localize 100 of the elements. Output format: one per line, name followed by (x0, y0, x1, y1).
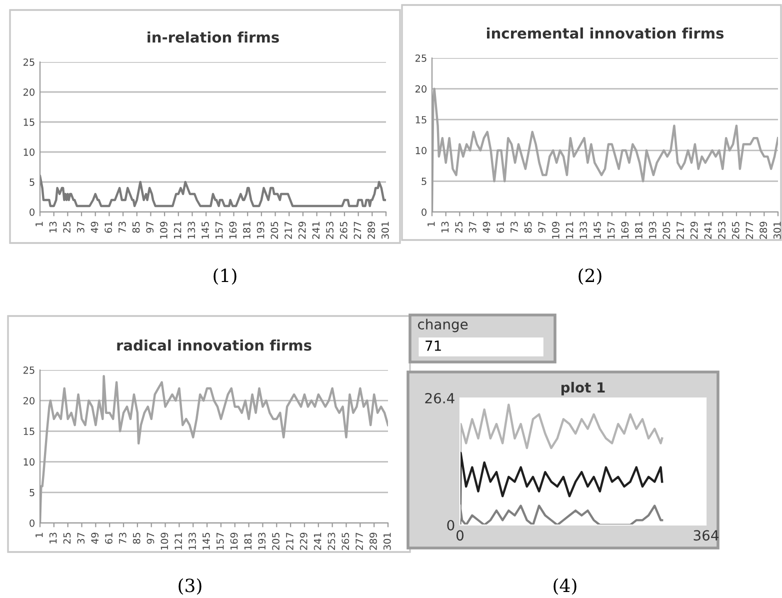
text: (1) (214, 268, 236, 285)
x-tick-label: 61 (105, 532, 112, 544)
y-tick-label: 20 (23, 88, 34, 96)
text: change (418, 318, 468, 332)
x-tick-label: 364 (694, 530, 718, 541)
x-tick-label: 241 (314, 532, 322, 550)
x-tick-label: 217 (676, 222, 684, 239)
x-tick-label: 97 (538, 222, 546, 233)
x-tick-label: 61 (496, 222, 504, 233)
x-tick-label: 253 (326, 222, 334, 239)
x-tick-label: 73 (510, 222, 518, 233)
x-tick-label: 121 (174, 532, 182, 550)
line-series (460, 504, 664, 525)
x-tick-label: 289 (368, 222, 375, 239)
y-tick-label: 15 (24, 428, 34, 436)
x-tick-label: 145 (202, 222, 209, 239)
y-tick-label: 5 (30, 489, 34, 496)
line-series (40, 174, 386, 208)
y-tick-label: 25 (23, 58, 34, 66)
x-tick-label: 1 (36, 222, 43, 226)
x-tick-label: 1 (428, 222, 435, 226)
x-tick-label: 217 (286, 532, 294, 550)
text: (3) (178, 578, 202, 595)
x-tick-label: 253 (718, 222, 726, 239)
y-tick-label: 5 (30, 178, 34, 186)
x-tick-label: 133 (580, 222, 588, 239)
x-tick-label: 37 (76, 222, 84, 233)
x-tick-label: 193 (258, 532, 266, 550)
x-tick-label: 301 (381, 222, 389, 239)
chart-title: radical innovation firms (117, 339, 312, 351)
x-tick-label: 85 (524, 222, 532, 233)
x-tick-label: 109 (160, 222, 168, 239)
x-tick-label: 253 (328, 532, 336, 550)
y-tick-label: 20 (23, 397, 34, 404)
x-tick-label: 121 (566, 222, 574, 239)
y-tick-label: 26.4 (425, 392, 454, 404)
x-tick-label: 265 (342, 532, 350, 550)
x-tick-label: 229 (300, 532, 308, 550)
x-tick-label: 145 (594, 222, 601, 239)
x-tick-label: 1 (36, 532, 43, 538)
x-tick-label: 73 (118, 222, 126, 233)
y-tick-label: 15 (416, 116, 426, 124)
y-tick-label: 15 (24, 118, 34, 126)
x-tick-label: 121 (174, 222, 182, 239)
x-tick-label: 277 (354, 222, 362, 239)
x-tick-label: 49 (90, 222, 98, 233)
y-tick-label: 25 (23, 366, 34, 374)
x-tick-label: 97 (146, 532, 154, 544)
x-tick-label: 0 (456, 530, 464, 541)
x-tick-label: 133 (188, 222, 196, 239)
chart-title: in-relation firms (148, 31, 279, 43)
x-tick-label: 85 (132, 532, 140, 544)
text: 71 (426, 340, 441, 351)
x-tick-label: 37 (468, 222, 476, 233)
x-tick-label: 25 (63, 532, 71, 544)
line-series (460, 452, 664, 525)
x-tick-label: 229 (690, 222, 698, 239)
x-tick-label: 277 (356, 532, 363, 550)
x-tick-label: 157 (608, 222, 615, 239)
x-tick-label: 109 (160, 532, 168, 550)
y-tick-label: 10 (416, 146, 426, 154)
y-tick-label: 10 (24, 148, 34, 156)
x-tick-label: 289 (370, 532, 377, 550)
x-tick-label: 25 (455, 222, 462, 233)
x-tick-label: 169 (230, 532, 238, 550)
y-tick-label: 0 (30, 519, 34, 527)
x-tick-label: 25 (63, 222, 70, 233)
x-tick-label: 193 (648, 222, 656, 239)
y-tick-label: 5 (422, 178, 426, 186)
x-tick-label: 61 (104, 222, 112, 233)
x-tick-label: 109 (552, 222, 560, 239)
x-tick-label: 97 (146, 222, 154, 233)
text: (2) (578, 268, 602, 285)
x-tick-label: 289 (760, 222, 767, 239)
x-tick-label: 217 (284, 222, 292, 239)
x-tick-label: 169 (621, 222, 629, 239)
x-tick-label: 13 (49, 532, 57, 544)
x-tick-label: 49 (91, 532, 98, 544)
x-tick-label: 181 (243, 222, 250, 239)
x-tick-label: 241 (312, 222, 320, 239)
y-tick-label: 25 (415, 54, 426, 62)
x-tick-label: 265 (340, 222, 348, 239)
x-tick-label: 181 (244, 532, 252, 550)
x-tick-label: 13 (49, 222, 57, 232)
chart-title: plot 1 (561, 382, 605, 396)
text: (4) (554, 578, 576, 595)
x-tick-label: 49 (482, 222, 490, 233)
x-tick-label: 181 (635, 222, 642, 239)
x-tick-label: 73 (118, 532, 126, 544)
x-tick-label: 301 (773, 222, 781, 239)
x-tick-label: 145 (202, 532, 210, 550)
x-tick-label: 265 (732, 222, 740, 239)
x-tick-label: 229 (298, 222, 306, 239)
x-tick-label: 205 (270, 222, 278, 239)
chart-title: incremental innovation firms (487, 27, 724, 39)
x-tick-label: 301 (383, 532, 391, 550)
x-tick-label: 205 (662, 222, 670, 239)
x-tick-label: 277 (746, 222, 754, 239)
x-tick-label: 133 (188, 532, 196, 550)
x-tick-label: 241 (704, 222, 712, 239)
